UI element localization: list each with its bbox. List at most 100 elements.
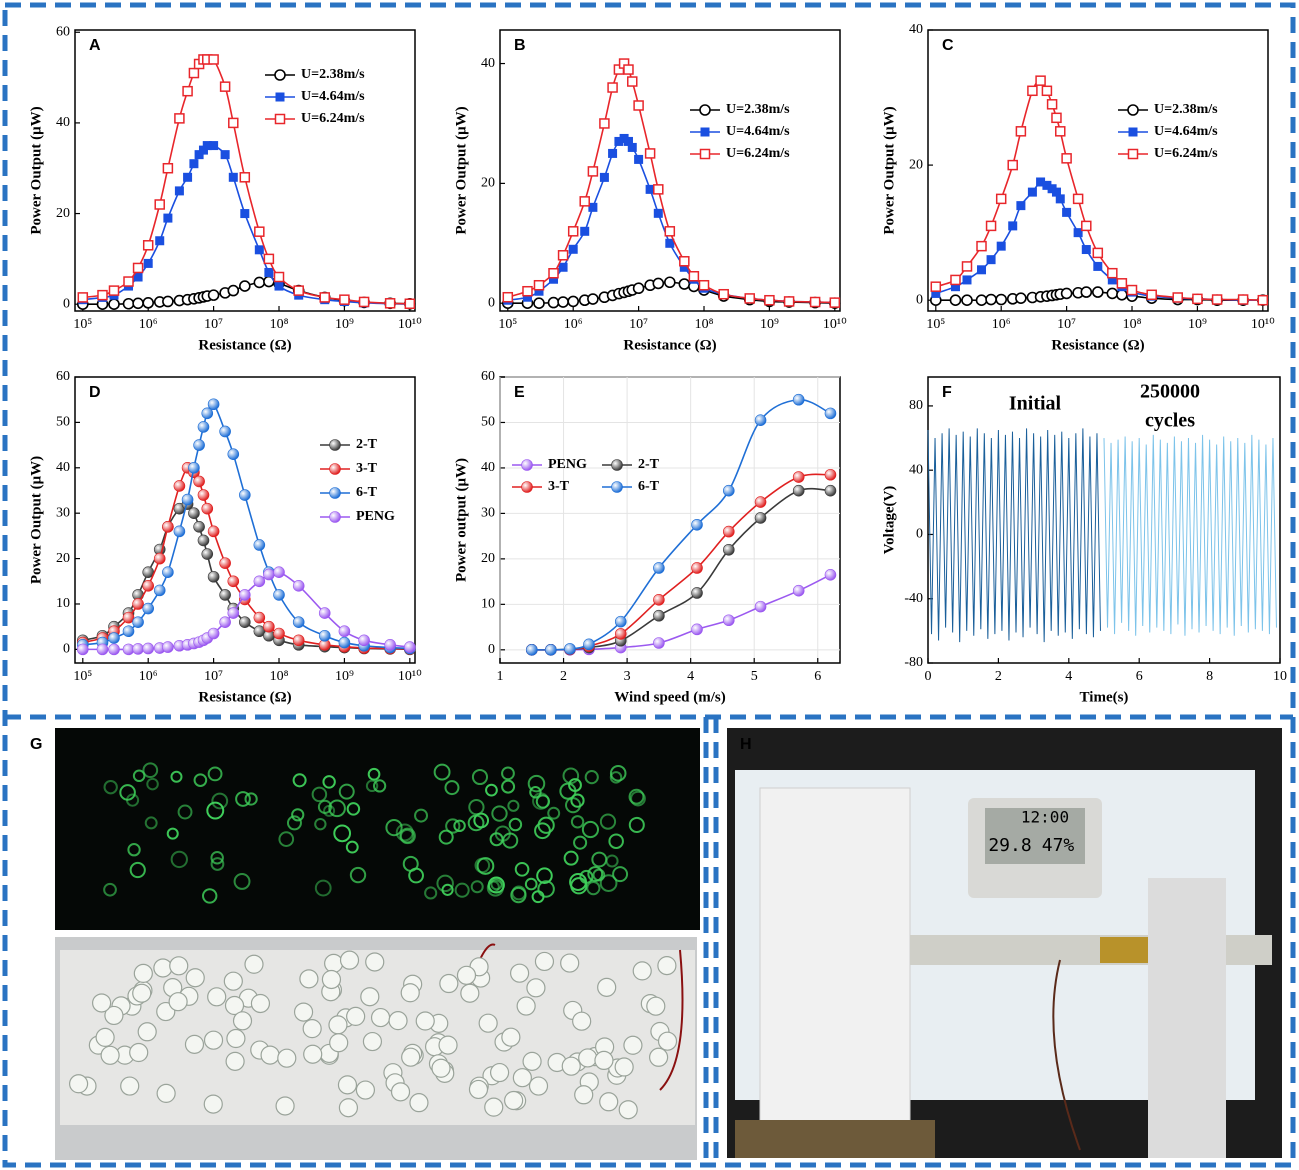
led-glow <box>333 824 352 843</box>
legend-label: 3-T <box>548 479 570 494</box>
led <box>478 1013 498 1033</box>
marker <box>208 54 219 65</box>
marker <box>587 166 599 177</box>
panel-label: D <box>89 384 101 401</box>
led-glow <box>562 767 580 785</box>
marker <box>143 258 153 268</box>
marker <box>163 213 173 223</box>
legend-label: U=6.24m/s <box>1154 146 1218 161</box>
marker <box>162 641 174 653</box>
led-glow <box>314 879 332 897</box>
marker <box>829 297 841 308</box>
marker <box>688 270 700 282</box>
marker <box>1127 104 1139 116</box>
led-glow <box>210 851 224 865</box>
marker <box>961 261 973 272</box>
x-tick-label: 6 <box>1136 669 1143 684</box>
marker <box>404 298 416 309</box>
marker <box>239 172 251 183</box>
marker <box>292 634 305 647</box>
x-tick-label: 10¹⁰ <box>398 317 422 332</box>
led <box>329 1033 349 1053</box>
led <box>232 1011 253 1031</box>
marker <box>521 481 533 493</box>
y-axis-label: Power Output (μW) <box>881 106 897 234</box>
marker <box>193 521 205 533</box>
y-tick-label: 40 <box>481 56 495 71</box>
marker <box>1172 292 1183 303</box>
marker <box>545 644 557 656</box>
y-tick-label: 60 <box>56 24 70 39</box>
series-line <box>927 428 1101 643</box>
marker <box>583 638 595 651</box>
led-glow <box>349 866 367 884</box>
marker <box>653 184 664 195</box>
hygrometer-screen <box>985 808 1085 864</box>
x-tick-label: 10 <box>1273 669 1287 684</box>
led-glow <box>471 768 489 786</box>
marker <box>653 637 665 649</box>
marker <box>132 262 144 274</box>
led-glow <box>474 857 491 874</box>
y-tick-label: 0 <box>63 296 70 311</box>
marker <box>611 459 623 471</box>
marker <box>193 475 205 488</box>
marker <box>207 570 220 583</box>
led <box>504 1090 524 1111</box>
marker <box>548 268 559 279</box>
marker <box>679 262 689 272</box>
x-tick-label: 10¹⁰ <box>1251 317 1275 332</box>
marker <box>227 575 240 588</box>
marker <box>1008 221 1018 231</box>
marker <box>132 643 144 655</box>
led-glow <box>170 770 183 783</box>
x-tick-label: 5 <box>751 669 758 684</box>
marker <box>718 288 729 300</box>
marker <box>1055 126 1066 137</box>
marker <box>607 82 618 93</box>
marker <box>645 184 655 194</box>
legend-label: U=2.38m/s <box>726 102 790 117</box>
marker <box>691 518 703 531</box>
led-glow <box>322 775 336 789</box>
marker <box>1051 187 1061 197</box>
support-post <box>1148 878 1226 1158</box>
y-tick-label: 0 <box>488 642 495 657</box>
y-axis-label: Voltage(V) <box>881 486 897 555</box>
led-glow <box>311 786 328 803</box>
marker <box>824 568 837 581</box>
marker <box>108 643 120 656</box>
marker <box>219 616 231 628</box>
marker <box>949 294 962 306</box>
led-glow <box>233 873 251 890</box>
led <box>657 1031 678 1051</box>
led <box>401 1047 421 1067</box>
legend-label: PENG <box>548 457 587 472</box>
marker <box>599 172 609 182</box>
marker <box>950 282 960 292</box>
marker <box>754 512 767 524</box>
led-glow <box>433 763 451 781</box>
marker <box>77 292 89 303</box>
led <box>184 1034 205 1054</box>
marker <box>533 279 545 291</box>
marker <box>1093 261 1103 271</box>
led <box>560 953 580 973</box>
marker <box>273 566 285 579</box>
led-glow <box>207 766 223 782</box>
marker <box>627 76 638 87</box>
marker <box>275 92 285 102</box>
led <box>415 1011 435 1031</box>
marker <box>329 511 341 523</box>
marker <box>764 294 775 306</box>
led <box>522 1051 542 1071</box>
led-glow <box>144 816 158 830</box>
marker <box>549 274 559 284</box>
marker <box>567 226 579 237</box>
marker <box>1237 294 1249 305</box>
marker <box>253 575 266 588</box>
marker <box>174 113 185 124</box>
led-glow <box>508 817 523 832</box>
